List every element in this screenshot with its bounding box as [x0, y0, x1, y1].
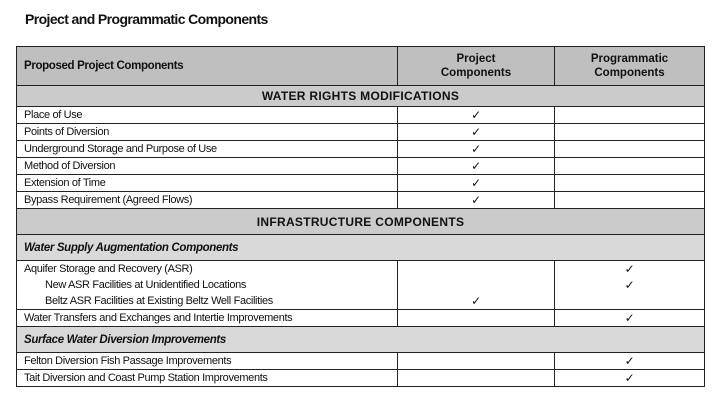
table-row-asr: Aquifer Storage and Recovery (ASR) New A…	[16, 260, 705, 310]
header-proposed: Proposed Project Components	[16, 46, 398, 86]
check-icon: ✓	[554, 352, 705, 370]
section-water-rights: WATER RIGHTS MODIFICATIONS	[16, 85, 705, 107]
check-icon: ✓	[397, 157, 555, 175]
subsection-surface-water: Surface Water Diversion Improvements	[16, 326, 705, 353]
row-label: Method of Diversion	[16, 157, 398, 175]
table-row: Tait Diversion and Coast Pump Station Im…	[16, 369, 705, 387]
table-header: Proposed Project Components Project Comp…	[16, 46, 705, 86]
row-label: Felton Diversion Fish Passage Improvemen…	[16, 352, 398, 370]
check-icon: ✓	[624, 262, 635, 276]
empty-cell	[554, 123, 705, 141]
table-row: Felton Diversion Fish Passage Improvemen…	[16, 352, 705, 370]
empty-cell	[397, 369, 555, 387]
row-label: Place of Use	[16, 106, 398, 124]
row-label: Aquifer Storage and Recovery (ASR)	[24, 263, 193, 275]
table-row: Bypass Requirement (Agreed Flows) ✓	[16, 191, 705, 209]
table-row: Method of Diversion ✓	[16, 157, 705, 175]
row-label: Beltz ASR Facilities at Existing Beltz W…	[45, 295, 273, 307]
table-row-water-transfers: Water Transfers and Exchanges and Intert…	[16, 309, 705, 327]
check-icon: ✓	[397, 140, 555, 158]
row-label: Points of Diversion	[16, 123, 398, 141]
row-label: Bypass Requirement (Agreed Flows)	[16, 191, 398, 209]
check-icon: ✓	[397, 191, 555, 209]
subsection-water-supply: Water Supply Augmentation Components	[16, 234, 705, 261]
check-icon: ✓	[397, 123, 555, 141]
table-row: Underground Storage and Purpose of Use ✓	[16, 140, 705, 158]
check-icon: ✓	[471, 294, 481, 308]
check-icon: ✓	[554, 309, 705, 327]
table-row: Extension of Time ✓	[16, 174, 705, 192]
check-icon: ✓	[397, 174, 555, 192]
section-infrastructure: INFRASTRUCTURE COMPONENTS	[16, 208, 705, 235]
row-label: Water Transfers and Exchanges and Intert…	[16, 309, 398, 327]
row-label: New ASR Facilities at Unidentified Locat…	[45, 279, 247, 291]
row-label: Underground Storage and Purpose of Use	[16, 140, 398, 158]
components-table: Proposed Project Components Project Comp…	[16, 46, 705, 387]
empty-cell	[397, 352, 555, 370]
empty-cell	[554, 140, 705, 158]
table-row: Place of Use ✓	[16, 106, 705, 124]
check-icon: ✓	[397, 106, 555, 124]
table-row: Points of Diversion ✓	[16, 123, 705, 141]
row-label: Extension of Time	[16, 174, 398, 192]
check-icon: ✓	[554, 369, 705, 387]
header-programmatic: Programmatic Components	[554, 46, 705, 86]
empty-cell	[554, 157, 705, 175]
empty-cell	[554, 106, 705, 124]
empty-cell	[554, 191, 705, 209]
check-icon: ✓	[624, 278, 635, 292]
empty-cell	[554, 174, 705, 192]
header-project: Project Components	[397, 46, 555, 86]
row-label: Tait Diversion and Coast Pump Station Im…	[16, 369, 398, 387]
page-title: Project and Programmatic Components	[25, 11, 268, 27]
